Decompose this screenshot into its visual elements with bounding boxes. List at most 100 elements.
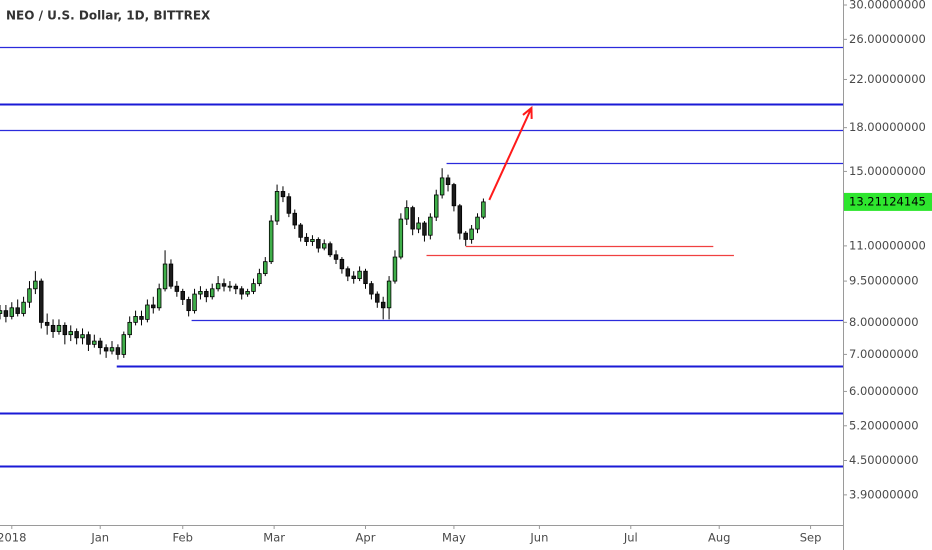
candle-body	[316, 239, 321, 249]
candle-body	[74, 331, 79, 339]
candle-body	[204, 291, 209, 298]
candle-body	[404, 207, 409, 220]
candle-body	[422, 222, 427, 236]
candle-body	[97, 340, 103, 349]
candle-body	[133, 316, 138, 323]
candle-body	[3, 310, 9, 317]
x-tick-label: Aug	[708, 531, 730, 545]
x-tick-label: Feb	[173, 531, 193, 545]
arrow-head	[522, 105, 533, 119]
candle-body	[239, 288, 244, 295]
candle-body	[139, 316, 144, 320]
chart-title: NEO / U.S. Dollar, 1D, BITTREX	[6, 9, 211, 23]
candle-body	[115, 347, 121, 355]
x-tick-label: Jun	[529, 531, 548, 545]
candle-body	[39, 280, 44, 323]
y-tick-label: 15.00000000	[849, 164, 926, 178]
candle-body	[156, 288, 162, 309]
x-tick-label: May	[442, 531, 466, 545]
arrow-line	[488, 107, 533, 201]
y-tick-label: 8.00000000	[849, 315, 919, 329]
candle-body	[198, 291, 203, 295]
candle-body	[333, 254, 339, 260]
x-tick-label: 2018	[0, 531, 26, 545]
candle-body	[245, 291, 250, 295]
candle-body	[463, 232, 468, 240]
candle-body	[92, 340, 97, 345]
y-tick-label: 7.00000000	[849, 347, 919, 361]
candle-body	[292, 212, 297, 226]
candle-body	[192, 293, 197, 312]
candle-body	[392, 256, 398, 282]
candle-body	[180, 291, 185, 300]
candle-body	[263, 261, 268, 275]
candle-body	[215, 283, 221, 290]
candle-body	[445, 177, 451, 185]
x-tick-label: Jul	[623, 531, 638, 545]
candle-body	[363, 270, 368, 285]
last-price-label: 13.21124145	[849, 194, 926, 208]
candle-body	[15, 307, 20, 314]
x-tick-label: Apr	[356, 531, 376, 545]
last-price-box	[844, 192, 932, 211]
candle-body	[145, 304, 150, 320]
candle-body	[209, 288, 215, 298]
candle-body	[21, 301, 26, 314]
candle-body	[257, 273, 262, 285]
x-tick-label: Jan	[90, 531, 109, 545]
candle-body	[380, 301, 386, 309]
candle-body	[410, 207, 415, 230]
candle-body	[221, 283, 227, 287]
candle-body	[357, 270, 362, 279]
candle-body	[345, 268, 351, 277]
candle-body	[451, 184, 457, 207]
y-tick-label: 6.00000000	[849, 384, 919, 398]
plot	[0, 46, 843, 468]
candle-body	[109, 347, 115, 352]
candle-body	[439, 177, 445, 196]
candle-body	[274, 191, 280, 222]
candle-body	[0, 310, 3, 314]
candle-body	[298, 224, 303, 238]
candle-body	[86, 334, 91, 345]
candle-body	[416, 222, 421, 230]
y-tick-label: 9.50000000	[849, 274, 919, 288]
y-tick-label: 4.50000000	[849, 453, 919, 467]
candle-body	[162, 263, 168, 290]
candle-body	[327, 243, 333, 256]
candle-body	[286, 196, 292, 214]
candle-body	[339, 258, 345, 270]
y-tick-label: 5.20000000	[849, 418, 919, 432]
candle-body	[121, 334, 127, 355]
candle-body	[469, 228, 474, 240]
y-tick-label: 30.00000000	[849, 0, 926, 11]
candle-body	[50, 324, 56, 332]
candle-body	[481, 201, 486, 218]
candle-body	[304, 236, 309, 242]
y-tick-label: 22.00000000	[849, 72, 926, 86]
x-tick-label: Mar	[263, 531, 285, 545]
candle-body	[174, 285, 180, 292]
candle-body	[127, 321, 132, 336]
candle-body	[434, 194, 439, 218]
candle-body	[398, 218, 404, 258]
candle-body	[9, 307, 15, 317]
candle-body	[386, 280, 392, 309]
y-tick-label: 26.00000000	[849, 32, 926, 46]
candle-body	[68, 331, 73, 336]
candle-body	[62, 324, 68, 336]
candle-body	[351, 275, 356, 279]
candle-body	[80, 334, 85, 339]
candle-body	[186, 299, 191, 312]
candle-body	[310, 239, 315, 242]
candle-body	[251, 283, 256, 292]
candle-body	[227, 285, 233, 288]
candle-body	[457, 205, 463, 234]
candle-body	[27, 288, 32, 303]
candle-body	[375, 293, 380, 303]
candle-body	[322, 243, 327, 249]
candle-body	[475, 216, 480, 230]
